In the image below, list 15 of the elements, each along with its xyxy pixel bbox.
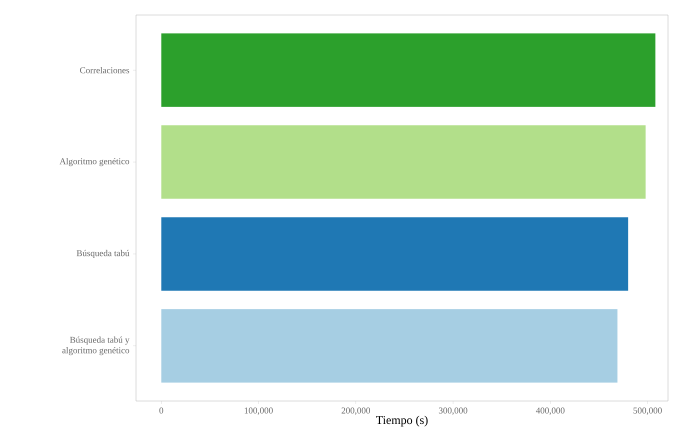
x-axis-title: Tiempo (s) bbox=[376, 416, 428, 427]
y-tick-label: Correlaciones bbox=[80, 66, 130, 74]
x-tick-label: 400,000 bbox=[536, 408, 565, 415]
x-tick-label: 300,000 bbox=[438, 408, 468, 415]
x-tick-label: 200,000 bbox=[342, 408, 370, 415]
bar bbox=[161, 309, 618, 383]
y-tick-label: Búsqueda tabú bbox=[76, 250, 130, 258]
bar bbox=[161, 125, 646, 199]
y-tick-label: Búsqueda tabú y algoritmo genético bbox=[62, 336, 130, 356]
bar bbox=[161, 33, 656, 107]
y-tick-label: Algoritmo genético bbox=[60, 158, 130, 166]
x-tick-label: 500,000 bbox=[634, 408, 662, 415]
bar bbox=[161, 217, 628, 291]
x-tick-label: 0 bbox=[159, 408, 164, 414]
x-tick-label: 100,000 bbox=[244, 408, 273, 415]
